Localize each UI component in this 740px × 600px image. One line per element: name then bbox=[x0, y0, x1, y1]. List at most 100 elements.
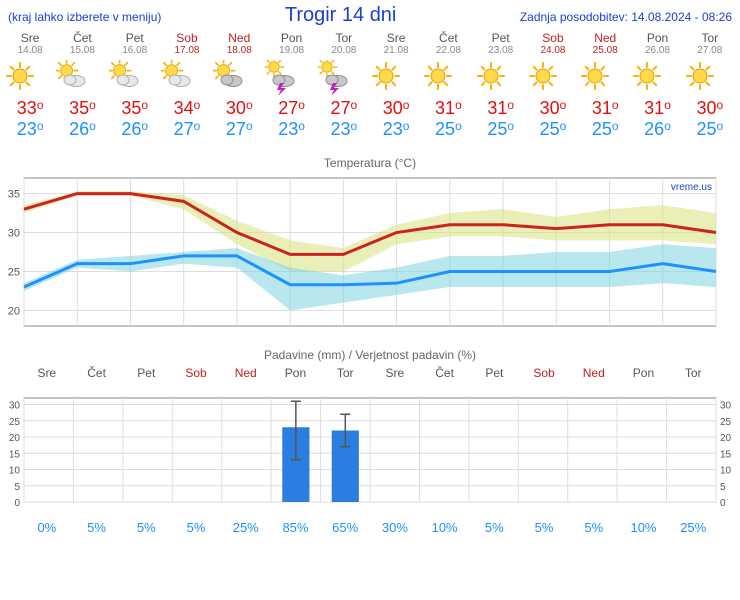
temp-low: 25o bbox=[579, 119, 631, 140]
svg-text:15: 15 bbox=[9, 449, 21, 460]
weather-icon bbox=[318, 60, 370, 96]
precip-day-name: Sob bbox=[171, 366, 221, 380]
weather-icon bbox=[684, 60, 736, 96]
temp-high: 31o bbox=[475, 98, 527, 119]
precip-day-name: Pon bbox=[619, 366, 669, 380]
weather-icon bbox=[475, 60, 527, 96]
temp-high: 35o bbox=[109, 98, 161, 119]
precip-probability: 5% bbox=[72, 520, 122, 535]
temp-high: 31o bbox=[579, 98, 631, 119]
precip-day-name: Čet bbox=[420, 366, 470, 380]
day-date: 15.08 bbox=[56, 45, 108, 56]
precip-day-name: Tor bbox=[668, 366, 718, 380]
temp-low: 27o bbox=[161, 119, 213, 140]
forecast-high-row: 33o35o35o34o30o27o27o30o31o31o30o31o31o3… bbox=[0, 98, 740, 119]
day-header: Sob24.08 bbox=[527, 29, 579, 56]
precip-probability: 5% bbox=[171, 520, 221, 535]
day-header: Pet23.08 bbox=[475, 29, 527, 56]
day-header: Sre14.08 bbox=[4, 29, 56, 56]
precip-probability: 10% bbox=[420, 520, 470, 535]
precip-day-name: Sre bbox=[22, 366, 72, 380]
precip-probability: 5% bbox=[121, 520, 171, 535]
precip-day-name: Sob bbox=[519, 366, 569, 380]
menu-hint: (kraj lahko izberete v meniju) bbox=[8, 10, 161, 24]
precip-probability: 10% bbox=[619, 520, 669, 535]
precip-day-name: Tor bbox=[320, 366, 370, 380]
precip-probability: 65% bbox=[320, 520, 370, 535]
day-date: 20.08 bbox=[318, 45, 370, 56]
day-header: Sre21.08 bbox=[370, 29, 422, 56]
day-header: Sob17.08 bbox=[161, 29, 213, 56]
svg-text:10: 10 bbox=[720, 466, 732, 477]
precip-probability: 25% bbox=[221, 520, 271, 535]
temp-low: 25o bbox=[475, 119, 527, 140]
temp-low: 25o bbox=[422, 119, 474, 140]
day-name: Čet bbox=[56, 29, 108, 45]
day-name: Ned bbox=[579, 29, 631, 45]
page-title: Trogir 14 dni bbox=[285, 4, 397, 27]
precip-chart-title: Padavine (mm) / Verjetnost padavin (%) bbox=[0, 348, 740, 362]
temp-low: 23o bbox=[4, 119, 56, 140]
svg-text:0: 0 bbox=[720, 498, 726, 509]
svg-text:25: 25 bbox=[8, 266, 20, 278]
temp-low: 27o bbox=[213, 119, 265, 140]
weather-icon bbox=[631, 60, 683, 96]
temperature-chart: 20253035vreme.us bbox=[0, 172, 740, 332]
temp-high: 30o bbox=[370, 98, 422, 119]
svg-text:25: 25 bbox=[720, 417, 732, 428]
weather-icon bbox=[213, 60, 265, 96]
temp-low: 23o bbox=[318, 119, 370, 140]
temp-high: 33o bbox=[4, 98, 56, 119]
precip-probability: 30% bbox=[370, 520, 420, 535]
day-date: 23.08 bbox=[475, 45, 527, 56]
weather-icon bbox=[265, 60, 317, 96]
day-name: Sre bbox=[4, 29, 56, 45]
svg-text:5: 5 bbox=[14, 482, 20, 493]
header-row: (kraj lahko izberete v meniju) Trogir 14… bbox=[0, 0, 740, 29]
day-header: Tor27.08 bbox=[684, 29, 736, 56]
precip-day-name: Sre bbox=[370, 366, 420, 380]
day-header: Pon19.08 bbox=[265, 29, 317, 56]
precip-probability: 5% bbox=[569, 520, 619, 535]
day-name: Pet bbox=[475, 29, 527, 45]
temp-low: 26o bbox=[56, 119, 108, 140]
day-name: Pon bbox=[631, 29, 683, 45]
svg-text:20: 20 bbox=[9, 433, 21, 444]
weather-icon bbox=[4, 60, 56, 96]
forecast-low-row: 23o26o26o27o27o23o23o23o25o25o25o25o26o2… bbox=[0, 119, 740, 140]
precip-probability: 85% bbox=[271, 520, 321, 535]
precip-day-name: Pet bbox=[121, 366, 171, 380]
day-date: 14.08 bbox=[4, 45, 56, 56]
day-date: 17.08 bbox=[161, 45, 213, 56]
day-name: Sre bbox=[370, 29, 422, 45]
svg-text:15: 15 bbox=[720, 449, 732, 460]
day-name: Pon bbox=[265, 29, 317, 45]
temp-high: 27o bbox=[265, 98, 317, 119]
temp-low: 23o bbox=[265, 119, 317, 140]
day-header: Ned25.08 bbox=[579, 29, 631, 56]
temp-chart-title: Temperatura (°C) bbox=[0, 156, 740, 170]
temp-high: 35o bbox=[56, 98, 108, 119]
weather-icon bbox=[161, 60, 213, 96]
temp-low: 25o bbox=[527, 119, 579, 140]
svg-text:0: 0 bbox=[14, 498, 20, 509]
svg-text:10: 10 bbox=[9, 466, 21, 477]
day-header: Tor20.08 bbox=[318, 29, 370, 56]
svg-text:30: 30 bbox=[720, 401, 732, 412]
day-date: 22.08 bbox=[422, 45, 474, 56]
precip-probability: 25% bbox=[668, 520, 718, 535]
precip-days-row: SreČetPetSobNedPonTorSreČetPetSobNedPonT… bbox=[0, 364, 740, 380]
day-date: 26.08 bbox=[631, 45, 683, 56]
precip-probability: 5% bbox=[519, 520, 569, 535]
day-name: Pet bbox=[109, 29, 161, 45]
precip-day-name: Pon bbox=[271, 366, 321, 380]
svg-text:5: 5 bbox=[720, 482, 726, 493]
day-name: Tor bbox=[684, 29, 736, 45]
precip-day-name: Ned bbox=[569, 366, 619, 380]
weather-icon bbox=[370, 60, 422, 96]
forecast-days-row: Sre14.08Čet15.08Pet16.08Sob17.08Ned18.08… bbox=[0, 29, 740, 56]
precip-day-name: Čet bbox=[72, 366, 122, 380]
weather-icon bbox=[579, 60, 631, 96]
temp-low: 26o bbox=[631, 119, 683, 140]
weather-icon bbox=[109, 60, 161, 96]
